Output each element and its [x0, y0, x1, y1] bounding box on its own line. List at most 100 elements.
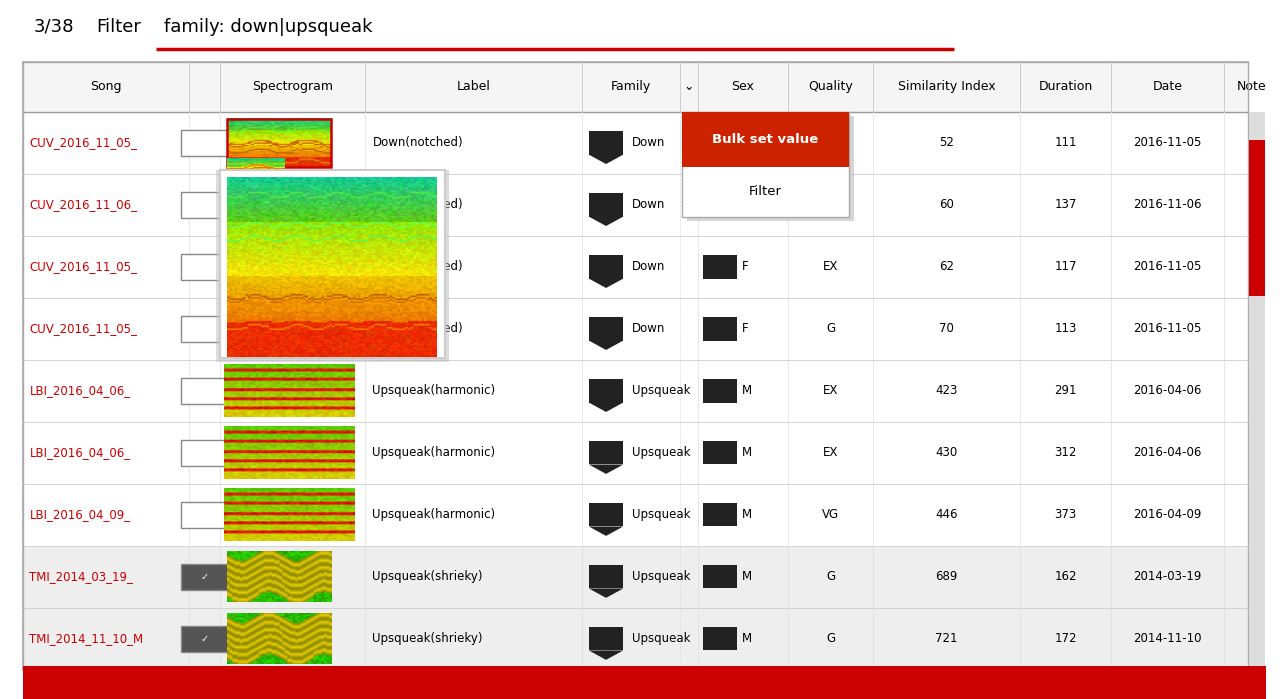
Bar — [23, 607, 1248, 670]
Bar — [589, 255, 623, 279]
Text: Similarity Index: Similarity Index — [897, 80, 996, 93]
Text: Bulk set value: Bulk set value — [712, 133, 819, 145]
Bar — [180, 377, 229, 404]
Text: 2016-04-06: 2016-04-06 — [1133, 384, 1202, 397]
Bar — [589, 317, 623, 340]
Text: M: M — [742, 632, 753, 645]
Text: Down(notched): Down(notched) — [372, 199, 463, 211]
Text: 2014-03-19: 2014-03-19 — [1133, 570, 1202, 583]
Bar — [23, 421, 1248, 484]
Bar — [682, 112, 849, 166]
Text: CUV_2016_11_05_: CUV_2016_11_05_ — [29, 260, 137, 273]
Bar — [703, 255, 737, 279]
Text: Label: Label — [457, 80, 490, 93]
Bar — [23, 112, 1248, 174]
Text: 111: 111 — [1055, 136, 1076, 150]
Text: M: M — [742, 508, 753, 521]
Text: VG: VG — [822, 508, 840, 521]
Bar — [1249, 140, 1265, 296]
Text: 423: 423 — [936, 384, 957, 397]
Text: ✓: ✓ — [201, 634, 209, 644]
Text: CUV_2016_11_05_: CUV_2016_11_05_ — [29, 322, 137, 336]
Text: CUV_2016_11_06_: CUV_2016_11_06_ — [29, 199, 137, 211]
Text: Upsqueak(harmonic): Upsqueak(harmonic) — [372, 384, 495, 397]
Bar — [1249, 112, 1265, 670]
Bar — [180, 316, 229, 342]
Bar — [703, 503, 737, 526]
Text: F: F — [742, 322, 749, 336]
Bar — [589, 441, 623, 465]
Text: M: M — [742, 446, 753, 459]
Text: 2016-11-05: 2016-11-05 — [1133, 322, 1202, 336]
Text: Upsqueak(shrieky): Upsqueak(shrieky) — [372, 632, 483, 645]
Text: 721: 721 — [936, 632, 957, 645]
Bar — [703, 441, 737, 465]
Text: Upsqueak: Upsqueak — [632, 446, 691, 459]
Bar — [180, 626, 229, 651]
Polygon shape — [589, 217, 623, 226]
Text: EX: EX — [823, 384, 838, 397]
Text: F: F — [742, 199, 749, 211]
Text: Down: Down — [632, 199, 666, 211]
Bar — [180, 563, 229, 590]
Text: 60: 60 — [940, 199, 954, 211]
Text: Down(notched): Down(notched) — [372, 322, 463, 336]
Text: G: G — [826, 322, 836, 336]
Bar — [703, 379, 737, 403]
Text: 430: 430 — [936, 446, 957, 459]
Text: Filter: Filter — [749, 185, 782, 199]
Text: 137: 137 — [1055, 199, 1076, 211]
Text: 52: 52 — [940, 136, 954, 150]
Text: M: M — [742, 384, 753, 397]
Text: Upsqueak(harmonic): Upsqueak(harmonic) — [372, 446, 495, 459]
Bar — [589, 131, 623, 154]
Polygon shape — [589, 526, 623, 536]
Bar — [23, 174, 1248, 236]
Text: Down: Down — [632, 260, 666, 273]
Text: Quality: Quality — [809, 80, 852, 93]
Text: 3/38: 3/38 — [33, 17, 74, 36]
Text: TMI_2014_11_10_M: TMI_2014_11_10_M — [29, 632, 143, 645]
Text: Spectrogram: Spectrogram — [252, 80, 333, 93]
Text: 689: 689 — [936, 570, 957, 583]
Polygon shape — [589, 651, 623, 660]
Bar — [23, 546, 1248, 607]
Text: 62: 62 — [940, 260, 954, 273]
Polygon shape — [589, 340, 623, 350]
Bar — [23, 298, 1248, 360]
Bar — [589, 627, 623, 651]
Text: 2016-04-09: 2016-04-09 — [1133, 508, 1202, 521]
Polygon shape — [589, 589, 623, 598]
Bar — [180, 192, 229, 218]
Text: Upsqueak(harmonic): Upsqueak(harmonic) — [372, 508, 495, 521]
Text: 2014-11-10: 2014-11-10 — [1133, 632, 1202, 645]
Text: F: F — [742, 260, 749, 273]
Bar — [589, 193, 623, 217]
Text: LBI_2016_04_06_: LBI_2016_04_06_ — [29, 384, 131, 397]
Text: ✓: ✓ — [201, 572, 209, 582]
Bar — [703, 627, 737, 651]
Bar — [23, 62, 1248, 670]
Text: 113: 113 — [1055, 322, 1076, 336]
Text: M: M — [742, 570, 753, 583]
Text: Upsqueak: Upsqueak — [632, 384, 691, 397]
Text: Date: Date — [1152, 80, 1183, 93]
Polygon shape — [589, 403, 623, 412]
Text: 117: 117 — [1055, 260, 1076, 273]
Bar — [23, 666, 1266, 699]
Bar — [23, 484, 1248, 546]
Text: Duration: Duration — [1038, 80, 1093, 93]
Text: LBI_2016_04_09_: LBI_2016_04_09_ — [29, 508, 131, 521]
Text: EX: EX — [823, 260, 838, 273]
Text: Family: Family — [611, 80, 652, 93]
Bar — [703, 193, 737, 217]
Bar — [703, 317, 737, 340]
Text: Filter: Filter — [96, 17, 141, 36]
Bar — [589, 379, 623, 403]
Bar — [682, 112, 849, 217]
Text: 172: 172 — [1055, 632, 1076, 645]
Bar — [589, 565, 623, 589]
Bar — [23, 62, 1248, 112]
Bar — [180, 440, 229, 466]
Text: 2016-11-06: 2016-11-06 — [1133, 199, 1202, 211]
